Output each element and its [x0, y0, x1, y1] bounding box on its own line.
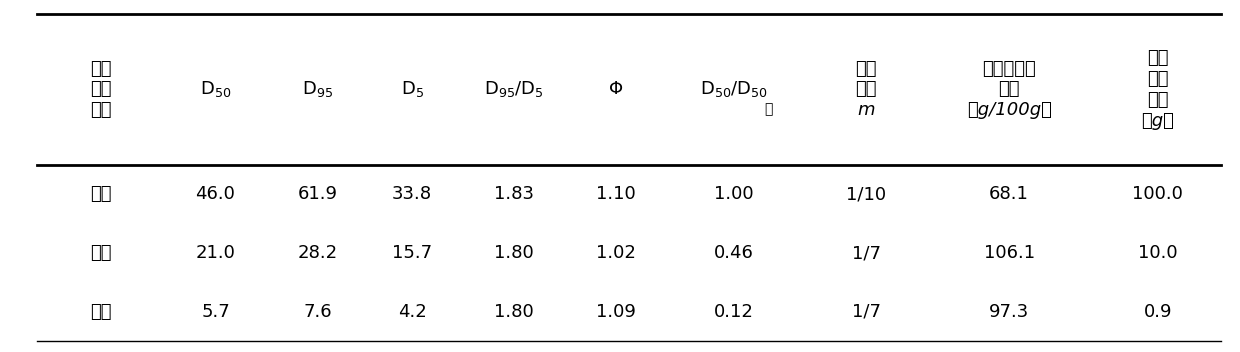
- Text: 1/10: 1/10: [846, 185, 887, 203]
- Text: 7.6: 7.6: [303, 303, 331, 321]
- Text: 1.09: 1.09: [596, 303, 636, 321]
- Text: 0.12: 0.12: [714, 303, 754, 321]
- Text: D$_{50}$/D$_{50\,}$: D$_{50}$/D$_{50\,}$: [701, 79, 768, 99]
- Text: 61.9: 61.9: [298, 185, 337, 203]
- Text: 1.00: 1.00: [714, 185, 754, 203]
- Text: 4.2: 4.2: [398, 303, 427, 321]
- Text: 1/7: 1/7: [852, 244, 880, 262]
- Text: 碳化
硅粉
类别: 碳化 硅粉 类别: [91, 59, 112, 119]
- Text: 46.0: 46.0: [196, 185, 236, 203]
- Text: 5.7: 5.7: [201, 303, 229, 321]
- Text: 21.0: 21.0: [196, 244, 236, 262]
- Text: 1.80: 1.80: [494, 303, 534, 321]
- Text: 33.8: 33.8: [392, 185, 433, 203]
- Text: 聚碳硅烷液
用量
（g/100g）: 聚碳硅烷液 用量 （g/100g）: [967, 59, 1052, 119]
- Text: 粗: 粗: [765, 102, 773, 116]
- Text: 97.3: 97.3: [990, 303, 1029, 321]
- Text: D$_{95}$: D$_{95}$: [301, 79, 332, 99]
- Text: 1.80: 1.80: [494, 244, 534, 262]
- Text: 0.9: 0.9: [1143, 303, 1172, 321]
- Text: 中粉: 中粉: [91, 244, 112, 262]
- Text: 106.1: 106.1: [983, 244, 1034, 262]
- Text: 100.0: 100.0: [1132, 185, 1183, 203]
- Text: D$_{50}$: D$_{50}$: [200, 79, 231, 99]
- Text: 28.2: 28.2: [298, 244, 337, 262]
- Text: 细粉: 细粉: [91, 303, 112, 321]
- Text: 粗粉: 粗粉: [91, 185, 112, 203]
- Text: 1.10: 1.10: [596, 185, 636, 203]
- Text: $\it{\Phi}$: $\it{\Phi}$: [609, 80, 624, 98]
- Text: 1.83: 1.83: [494, 185, 534, 203]
- Text: 10.0: 10.0: [1138, 244, 1178, 262]
- Text: 0.46: 0.46: [714, 244, 754, 262]
- Text: 68.1: 68.1: [990, 185, 1029, 203]
- Text: 1.02: 1.02: [596, 244, 636, 262]
- Text: D$_{95}$/D$_{5}$: D$_{95}$/D$_{5}$: [484, 79, 544, 99]
- Text: 1/7: 1/7: [852, 303, 880, 321]
- Text: 包覆
厚度
m: 包覆 厚度 m: [856, 59, 877, 119]
- Text: 15.7: 15.7: [392, 244, 433, 262]
- Text: 包覆
粉质
量比
（g）: 包覆 粉质 量比 （g）: [1141, 49, 1174, 130]
- Text: D$_{5}$: D$_{5}$: [401, 79, 424, 99]
